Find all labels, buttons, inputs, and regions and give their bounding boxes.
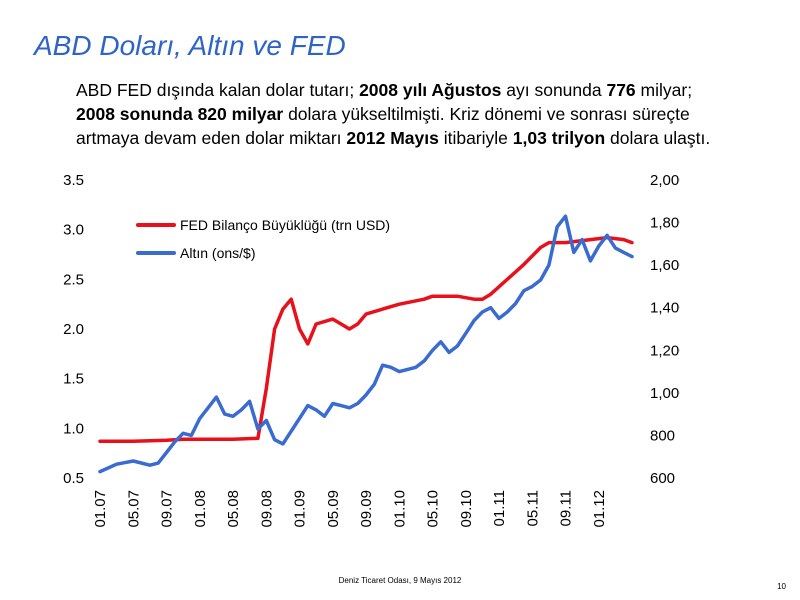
x-tick-label: 05.09 [325,490,342,528]
left-tick-label: 0.5 [63,470,84,487]
right-tick-label: 1,600 [650,257,680,274]
intro-bold-4: 2012 Mayıs [346,128,439,148]
page-number: 10 [777,582,786,591]
x-tick-label: 05.11 [524,490,541,526]
intro-text-2: ayı sonunda [501,80,607,100]
right-tick-label: 1,000 [650,385,680,402]
left-tick-label: 1.0 [63,420,84,437]
x-tick-label: 01.10 [391,490,408,528]
left-tick-label: 1.5 [63,371,84,388]
intro-text-6: dolara ulaştı. [605,128,711,148]
chart-plot-area [100,180,632,478]
intro-bold-3: 2008 sonunda 820 milyar [76,104,284,124]
x-axis: 01.07 05.07 09.07 01.08 05.08 09.08 01.09 05.09… [92,490,608,528]
intro-text-5: itibariyle [438,128,513,148]
intro-paragraph: ABD FED dışında kalan dolar tutarı; 2008… [76,78,726,150]
left-axis: 3.5 3.0 2.5 2.0 1.5 1.0 0.5 [63,172,84,487]
x-tick-label: 09.10 [458,490,475,528]
x-tick-label: 01.12 [591,490,608,528]
legend-label: Altın (ons/$) [180,245,255,261]
right-tick-label: 1,400 [650,300,680,317]
x-tick-label: 01.11 [491,490,508,526]
x-tick-label: 09.11 [558,490,575,526]
right-tick-label: 2,000 [650,172,680,189]
intro-text-4: dolara yükseltilmişti. Kriz dönemi ve so… [76,104,690,148]
right-tick-label: 600 [650,470,675,487]
x-tick-label: 05.07 [125,490,142,528]
footer-source: Deniz Ticaret Odası, 9 Mayıs 2012 [338,576,462,585]
dual-axis-line-chart: 3.5 3.0 2.5 2.0 1.5 1.0 0.5 2,000 1,800 1,600 1,4… [63,172,680,528]
right-tick-label: 800 [650,427,675,444]
right-tick-label: 1,200 [650,342,680,359]
plot-background [100,180,632,478]
x-tick-label: 05.10 [425,490,442,528]
x-tick-label: 09.08 [258,490,275,528]
x-tick-label: 09.09 [358,490,375,528]
intro-text-3: milyar; [635,80,693,100]
left-tick-label: 3.5 [63,172,84,189]
left-tick-label: 2.5 [63,271,84,288]
gold-price-line [98,214,634,474]
x-tick-label: 01.08 [192,490,209,528]
left-tick-label: 3.0 [63,222,84,239]
x-tick-label: 05.08 [225,490,242,528]
intro-bold-2: 776 [606,80,636,100]
x-tick-label: 01.07 [92,490,109,528]
intro-bold-5: 1,03 trilyon [512,128,606,148]
series-lines [98,214,634,474]
right-axis: 2,000 1,800 1,600 1,400 1,200 1,000 800 600 [650,172,680,487]
x-tick-label: 01.09 [292,490,309,528]
left-tick-label: 2.0 [63,321,84,338]
slide-title: ABD Doları, Altın ve FED [34,30,346,61]
legend-label: FED Bilanço Büyüklüğü (trn USD) [180,217,390,233]
intro-bold-1: 2008 yılı Ağustos [359,80,502,100]
right-tick-label: 1,800 [650,215,680,232]
intro-text-1: ABD FED dışında kalan dolar tutarı; [76,80,360,100]
fed-balance-line [98,235,634,443]
chart-legend: FED Bilanço Büyüklüğü (trn USD) Altın (on… [136,217,390,261]
x-tick-label: 09.07 [159,490,176,528]
